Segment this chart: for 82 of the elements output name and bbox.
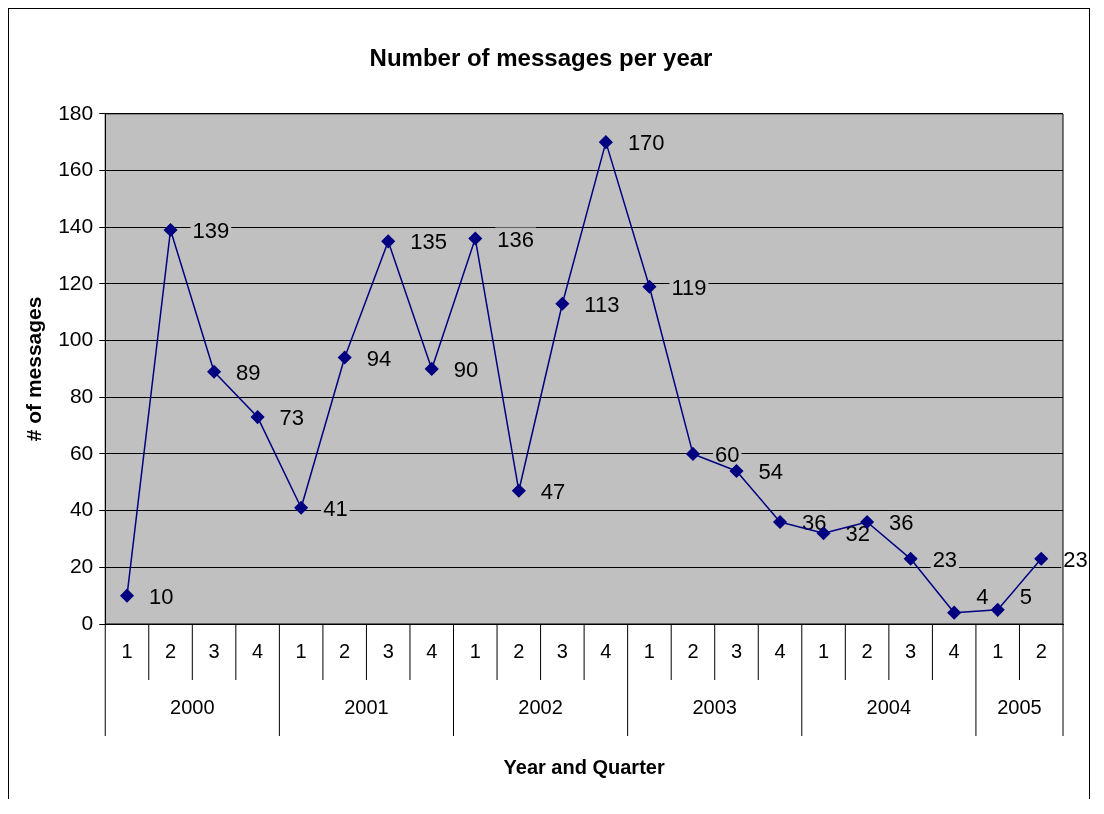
x-tick-label: 1 [469, 639, 481, 662]
y-tick-label: 80 [69, 384, 94, 408]
data-label: 73 [279, 405, 305, 431]
point [686, 447, 700, 461]
x-tick-label: 1 [818, 639, 830, 662]
y-tick-label: 160 [58, 157, 94, 181]
data-label: 10 [149, 583, 174, 609]
data-label: 135 [410, 229, 447, 255]
x-tick-label: 2 [513, 639, 525, 662]
y-tick-label: 140 [58, 213, 94, 237]
data-label: 136 [497, 226, 534, 252]
point [599, 135, 613, 149]
point [294, 501, 308, 515]
chart-title: Number of messages per year [369, 44, 713, 72]
x-tick-label: 2 [164, 639, 177, 662]
point [425, 362, 439, 376]
data-label: 139 [192, 218, 230, 244]
text: 2002 [518, 695, 563, 718]
point [642, 279, 657, 294]
x-tick-label: 4 [252, 639, 264, 662]
x-tick-label: 4 [426, 639, 438, 662]
x-tick-label: 1 [295, 639, 307, 662]
point [207, 364, 221, 379]
data-label: 60 [714, 442, 740, 467]
data-label: 41 [323, 495, 348, 521]
data-label: 89 [236, 359, 261, 385]
text: 2001 [344, 695, 389, 718]
data-label: 23 [932, 546, 958, 572]
text: 2005 [997, 695, 1042, 718]
data-label: 54 [758, 459, 783, 484]
y-tick-label: 40 [69, 497, 94, 521]
y-tick-label: 100 [58, 327, 94, 351]
x-axis-title: Year and Quarter [503, 755, 665, 778]
point [729, 464, 744, 478]
y-tick-label: 120 [58, 270, 94, 294]
x-tick-label: 1 [643, 639, 655, 662]
point [250, 410, 265, 424]
y-tick-label: 0 [81, 610, 94, 634]
point [512, 484, 526, 498]
y-tick-label: 20 [69, 554, 94, 578]
data-label: 94 [366, 345, 392, 371]
data-label: 119 [671, 274, 707, 300]
x-tick-label: 2 [687, 639, 699, 662]
point [381, 234, 395, 249]
point [555, 296, 570, 311]
data-label: 90 [453, 356, 479, 382]
data-label: 4 [976, 584, 989, 610]
x-tick-label: 1 [992, 639, 1004, 662]
x-tick-label: 4 [774, 639, 786, 662]
x-tick-label: 1 [121, 639, 133, 662]
point [947, 605, 961, 620]
x-tick-label: 4 [600, 639, 612, 662]
x-tick-label: 3 [382, 639, 394, 662]
x-tick-label: 2 [861, 639, 873, 662]
x-tick-label: 3 [730, 639, 743, 662]
x-tick-label: 3 [556, 639, 568, 662]
point [773, 515, 787, 529]
point [903, 552, 918, 566]
point [163, 223, 178, 237]
data-label: 47 [540, 478, 566, 504]
point [1034, 552, 1048, 566]
x-tick-label: 3 [905, 639, 917, 662]
data-label: 170 [627, 130, 665, 156]
point [337, 350, 352, 365]
data-label: 36 [889, 510, 914, 536]
data-label: 23 [1063, 546, 1088, 572]
x-tick-label: 4 [948, 639, 960, 662]
x-tick-label: 3 [208, 639, 220, 662]
x-tick-label: 2 [339, 639, 351, 662]
text: 2004 [866, 695, 912, 718]
point [468, 231, 483, 246]
text: 2003 [692, 695, 737, 718]
data-label: 113 [584, 291, 620, 317]
point [120, 588, 134, 603]
y-tick-label: 180 [58, 100, 94, 124]
y-tick-label: 60 [69, 440, 94, 464]
y-axis-title: # of messages [22, 296, 46, 442]
text: 2000 [170, 695, 215, 718]
data-label: 32 [845, 521, 871, 547]
x-tick-label: 2 [1035, 639, 1047, 662]
point [990, 603, 1005, 617]
data-label: 5 [1019, 584, 1032, 610]
